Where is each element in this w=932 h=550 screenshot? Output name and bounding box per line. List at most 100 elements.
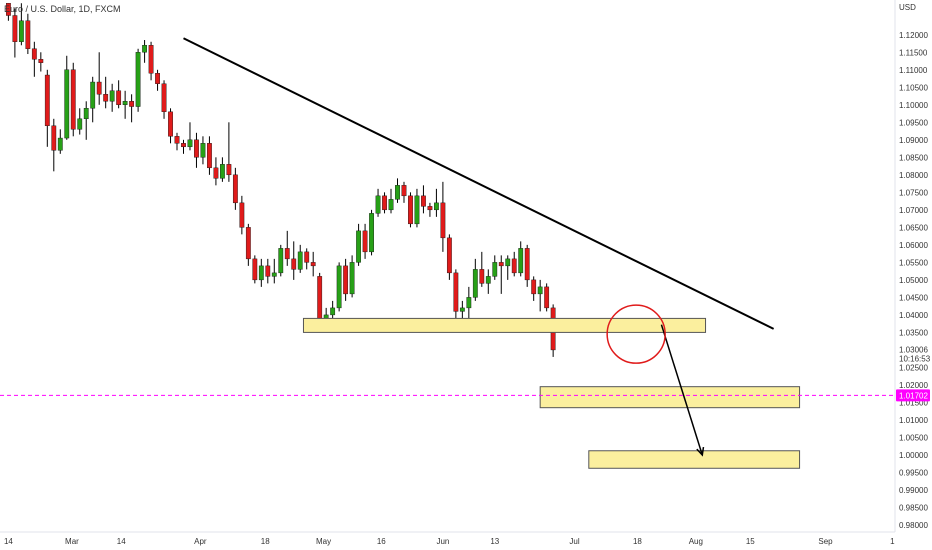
candle-body (232, 174, 238, 204)
candle (187, 122, 193, 151)
candle-body (505, 258, 511, 267)
candle (304, 248, 310, 270)
x-tick-label: Mar (65, 537, 79, 546)
x-axis[interactable]: 14 Mar 14 Apr 18 May 16 Jun 13 Jul 18 Aug 15 Sep 1 (4, 537, 895, 546)
candle (356, 223, 361, 266)
candle (109, 83, 115, 112)
candle-body (271, 272, 277, 277)
candle (518, 241, 524, 277)
candle-body (258, 265, 264, 281)
candle (155, 69, 160, 91)
x-tick-label: Aug (689, 537, 703, 546)
candle-body (466, 297, 472, 309)
highlight-circle[interactable] (606, 304, 666, 364)
candle-body (226, 164, 232, 176)
candle-body (284, 248, 290, 260)
candle-body (518, 248, 524, 274)
candle (252, 255, 258, 284)
x-tick-label: 1 (890, 537, 895, 546)
candle-body (330, 307, 336, 316)
y-tick-label: 1.08000 (899, 171, 928, 180)
candle (427, 202, 433, 217)
marker-price-label: 1.01702 (899, 391, 928, 400)
candle (207, 136, 212, 175)
candle-body (220, 164, 225, 179)
candle-body (479, 269, 485, 284)
candle-body (181, 143, 186, 148)
candle-body (213, 167, 219, 179)
candle-body (109, 90, 115, 102)
candle-body (310, 262, 316, 267)
y-tick-label: 0.98500 (899, 503, 928, 512)
candle (349, 255, 355, 298)
candle-body (453, 272, 459, 312)
candle-body (90, 81, 96, 109)
candle-body (194, 139, 199, 158)
x-tick-label: 16 (377, 537, 386, 546)
candle (446, 234, 452, 280)
support-zone[interactable] (302, 317, 707, 333)
candle-body (297, 251, 303, 270)
y-tick-label: 1.11500 (899, 48, 928, 57)
target-zone-1[interactable] (539, 386, 801, 409)
candle-body (336, 265, 342, 309)
y-tick-label: 0.98000 (899, 521, 928, 530)
candle (245, 223, 251, 266)
candle (220, 157, 225, 182)
x-tick-label: 13 (490, 537, 499, 546)
x-tick-label: 18 (261, 537, 270, 546)
x-tick-label: Sep (818, 537, 833, 546)
candle-body (531, 279, 537, 295)
candle-body (148, 45, 154, 74)
y-tick-label: 1.06000 (899, 241, 928, 250)
y-axis[interactable]: 1.12000 1.11500 1.11000 1.10500 1.10000 1.095… (899, 31, 928, 530)
candle (343, 258, 349, 301)
candle (278, 244, 284, 277)
candle-body (382, 195, 387, 211)
candle (51, 118, 57, 172)
y-tick-label: 1.05500 (899, 258, 928, 267)
candle-body (485, 276, 491, 284)
candle (18, 3, 24, 46)
candle-body (401, 185, 407, 197)
candle-body (440, 202, 446, 239)
x-tick-label: Jun (436, 537, 449, 546)
arrow-shaft (660, 324, 704, 456)
candle-body (51, 125, 57, 151)
candle-body (446, 237, 452, 274)
candle (388, 188, 394, 214)
candle (83, 101, 89, 140)
candle (505, 255, 511, 280)
candle-body (142, 45, 147, 53)
candle (96, 52, 102, 105)
candle-body (187, 139, 193, 148)
projection-arrow[interactable] (660, 324, 705, 457)
target-zone-2[interactable] (588, 450, 801, 469)
candle (511, 251, 517, 277)
candle (395, 178, 400, 203)
candle-body (168, 111, 173, 137)
y-tick-label: 0.99000 (899, 486, 928, 495)
y-tick-label: 1.01500 (899, 398, 928, 407)
candle-body (369, 213, 374, 253)
y-tick-label: 0.99500 (899, 468, 928, 477)
candle-body (135, 52, 141, 107)
candle (369, 209, 374, 256)
candle (31, 41, 37, 77)
candle-body (103, 94, 109, 102)
y-tick-label: 1.00500 (899, 433, 928, 442)
candle-body (64, 69, 70, 139)
trendline[interactable] (183, 37, 775, 330)
x-tick-label: 14 (117, 537, 126, 546)
candle (70, 62, 76, 137)
candle (544, 283, 550, 312)
candle-body (427, 206, 433, 211)
candle-body (511, 258, 517, 274)
candle (122, 90, 128, 119)
candle (12, 8, 18, 58)
candle (77, 108, 83, 135)
candle-body (129, 101, 135, 107)
candle-body (434, 202, 439, 211)
